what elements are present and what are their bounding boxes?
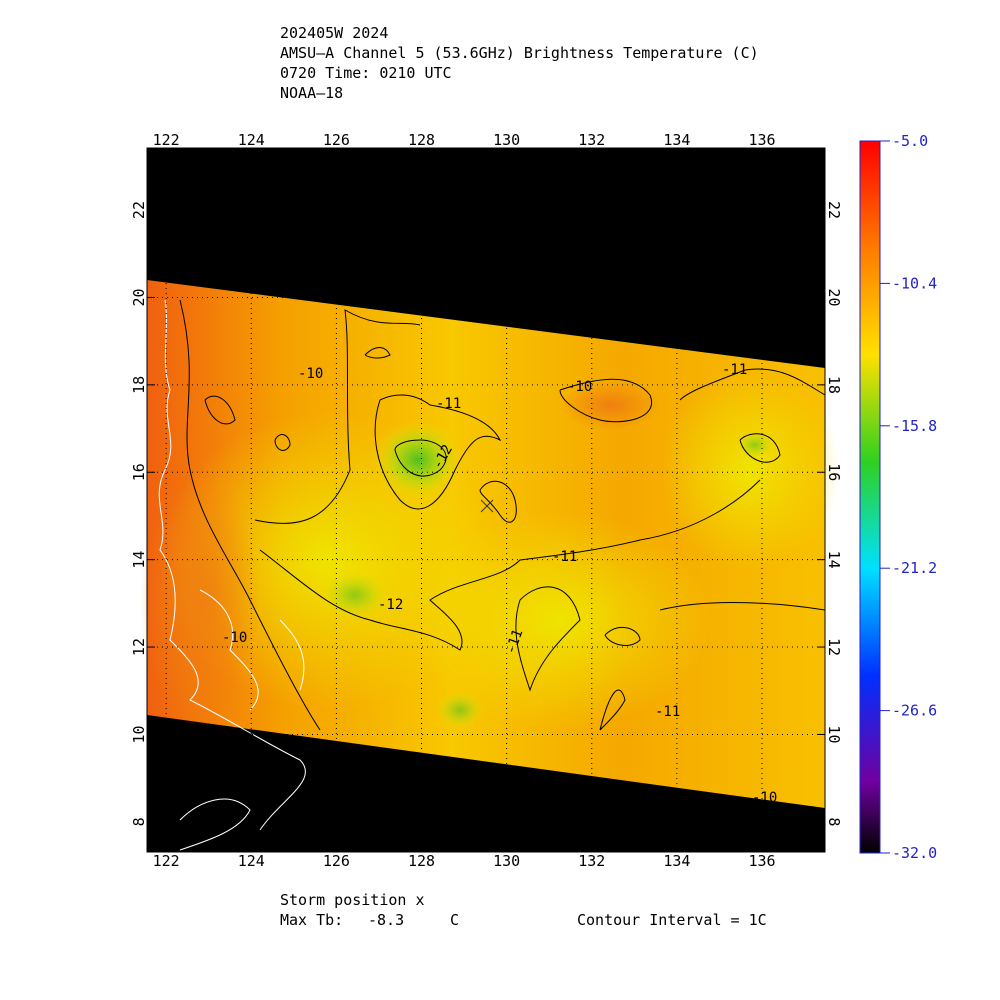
lat-label-left: 18	[130, 376, 148, 394]
contour-label: -10	[298, 366, 323, 382]
coastline	[158, 299, 306, 851]
contour-label: -11	[436, 396, 461, 412]
axes: 1221221241241261261281281301301321321341…	[130, 131, 843, 870]
lat-label-right: 14	[825, 551, 843, 569]
lat-label-right: 18	[825, 376, 843, 394]
lat-label-right: 10	[825, 725, 843, 743]
lon-label-bottom: 134	[663, 852, 690, 870]
lat-label-left: 22	[130, 201, 148, 219]
colorbar-label: -32.0	[892, 844, 937, 862]
header-line: AMSU–A Channel 5 (53.6GHz) Brightness Te…	[280, 44, 759, 62]
lat-label-right: 16	[825, 463, 843, 481]
contour-label: -10	[222, 630, 247, 646]
lon-label-top: 126	[323, 131, 350, 149]
lat-label-right: 12	[825, 638, 843, 656]
contour-label: -10	[752, 790, 777, 806]
colorbar-label: -10.4	[892, 274, 937, 292]
header-line: 0720 Time: 0210 UTC	[280, 64, 452, 82]
lat-label-left: 16	[130, 463, 148, 481]
lat-label-left: 14	[130, 551, 148, 569]
lat-label-left: 20	[130, 288, 148, 306]
lon-label-top: 122	[153, 131, 180, 149]
contour-label: -11	[722, 362, 747, 378]
contour-label: -11	[552, 549, 577, 565]
lat-label-right: 20	[825, 288, 843, 306]
max-tb-label: Max Tb:	[280, 911, 343, 929]
lon-label-top: 132	[578, 131, 605, 149]
lon-label-top: 128	[408, 131, 435, 149]
contour-label: -11	[655, 704, 680, 720]
colorbar-label: -21.2	[892, 559, 937, 577]
storm-note: Storm position x	[280, 891, 425, 909]
contour-interval: Contour Interval = 1C	[577, 911, 767, 929]
lat-label-right: 22	[825, 201, 843, 219]
colorbar-label: -26.6	[892, 702, 937, 720]
colorbar-label: -15.8	[892, 417, 937, 435]
contours	[179, 299, 826, 731]
contour-label: -12	[378, 597, 403, 613]
footer: Storm position x Max Tb: -8.3 C Contour …	[280, 891, 767, 929]
lon-label-bottom: 136	[748, 852, 775, 870]
lon-label-bottom: 124	[238, 852, 265, 870]
max-tb-unit: C	[450, 911, 459, 929]
header-line: NOAA–18	[280, 84, 343, 102]
lon-label-bottom: 132	[578, 852, 605, 870]
lat-label-left: 8	[130, 817, 148, 826]
lon-label-bottom: 128	[408, 852, 435, 870]
lon-label-top: 124	[238, 131, 265, 149]
lat-label-left: 12	[130, 638, 148, 656]
lon-label-top: 130	[493, 131, 520, 149]
lon-label-top: 134	[663, 131, 690, 149]
lon-label-bottom: 122	[153, 852, 180, 870]
max-tb: -8.3	[368, 911, 404, 929]
lon-label-bottom: 126	[323, 852, 350, 870]
colorbar-scale	[859, 140, 881, 854]
header: 202405W 2024 AMSU–A Channel 5 (53.6GHz) B…	[280, 24, 759, 102]
lat-label-left: 10	[130, 725, 148, 743]
swath	[140, 280, 840, 808]
colorbar: -5.0 -10.4 -15.8 -21.2 -26.6 -32.0	[859, 132, 937, 862]
lon-label-bottom: 130	[493, 852, 520, 870]
storm-position	[480, 499, 494, 513]
colorbar-label: -5.0	[892, 132, 928, 150]
lon-label-top: 136	[748, 131, 775, 149]
lat-label-right: 8	[825, 817, 843, 826]
header-line: 202405W 2024	[280, 24, 388, 42]
contour-label: -10	[567, 379, 592, 395]
map-frame	[146, 147, 826, 853]
